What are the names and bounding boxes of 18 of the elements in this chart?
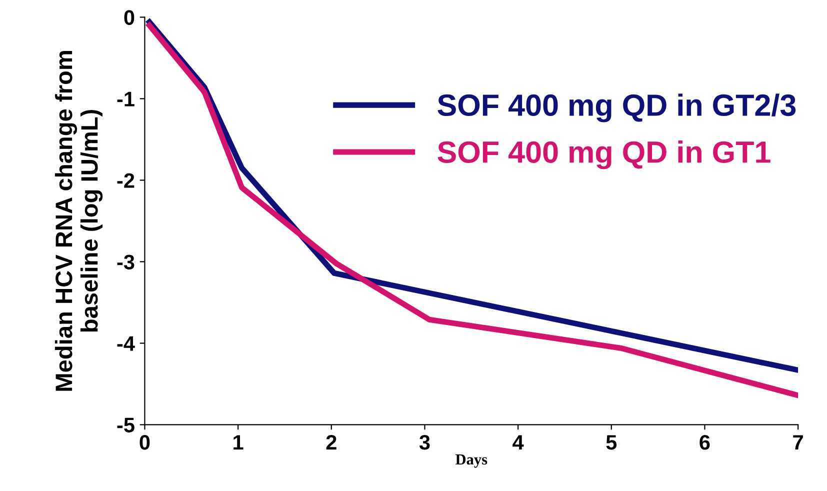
legend-label: SOF 400 mg QD in GT1	[438, 140, 770, 170]
y-tick-label: -2	[117, 173, 134, 188]
x-tick-label: 5	[606, 435, 617, 450]
x-tick-label: 3	[419, 434, 430, 450]
x-tick-label: 7	[793, 435, 803, 450]
x-tick-label: 1	[234, 435, 244, 450]
x-axis-title: Days	[456, 454, 488, 468]
x-tick-label: 6	[700, 434, 710, 450]
y-tick-label: 0	[124, 10, 134, 25]
x-tick-label: 0	[140, 434, 150, 450]
y-tick-label: -1	[117, 92, 134, 106]
x-tick-label: 2	[326, 434, 336, 450]
x-tick-label: 4	[512, 435, 524, 450]
y-tick-label: -5	[117, 418, 134, 432]
y-axis-title: Median HCV RNA change from baseline (log IU/mL)	[54, 50, 103, 391]
y-tick-label: -3	[117, 254, 134, 270]
legend-label: SOF 400 mg QD in GT2/3	[438, 94, 796, 122]
y-tick-label: -4	[117, 336, 135, 351]
